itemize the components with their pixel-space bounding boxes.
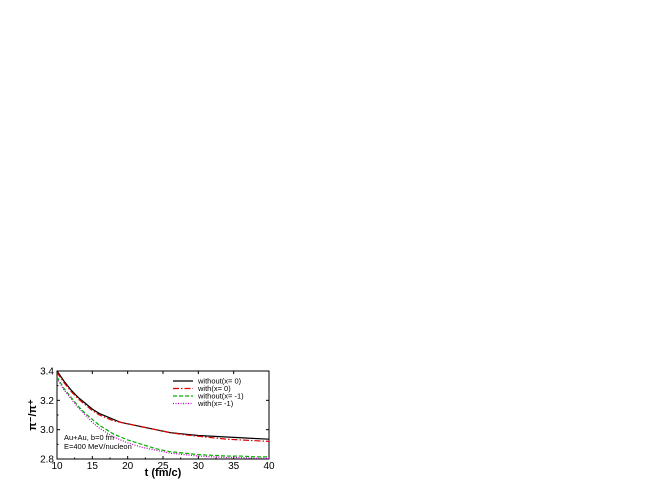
legend-label-1: with(x= 0) — [197, 384, 231, 393]
x-tick-label: 15 — [87, 461, 99, 472]
series-line-0 — [56, 370, 270, 440]
y-tick-label: 2.8 — [40, 455, 54, 466]
y-axis-title: π⁻/π⁺ — [27, 399, 39, 431]
x-tick-label: 25 — [157, 461, 169, 472]
series-layer — [56, 370, 270, 459]
legend-label-2: without(x= -1) — [197, 392, 244, 401]
series-line-2 — [56, 376, 269, 458]
y-tick-label: 3.0 — [40, 425, 54, 436]
legend-label-3: with(x= -1) — [197, 399, 234, 408]
legend: without(x= 0)with(x= 0)without(x= -1)wit… — [173, 377, 244, 408]
y-tick-label: 3.4 — [40, 367, 54, 378]
series-line-3 — [56, 378, 269, 459]
x-tick-label: 40 — [263, 461, 275, 472]
x-axis-title: t (fm/c) — [145, 467, 182, 479]
x-tick-label: 20 — [122, 461, 134, 472]
annotation-collision: Au+Au, b=0 fm — [64, 433, 114, 442]
x-tick-label: 35 — [228, 461, 240, 472]
x-tick-label: 10 — [51, 461, 63, 472]
y-tick-label: 3.2 — [40, 396, 54, 407]
series-line-1 — [56, 372, 270, 442]
annotation-energy: E=400 MeV/nucleon — [64, 442, 132, 451]
legend-label-0: without(x= 0) — [197, 377, 242, 386]
x-tick-label: 30 — [193, 461, 205, 472]
axis-ticks: 10 15 20 25 30 35 40 2.8 3.0 3.2 3.4 — [40, 367, 275, 473]
